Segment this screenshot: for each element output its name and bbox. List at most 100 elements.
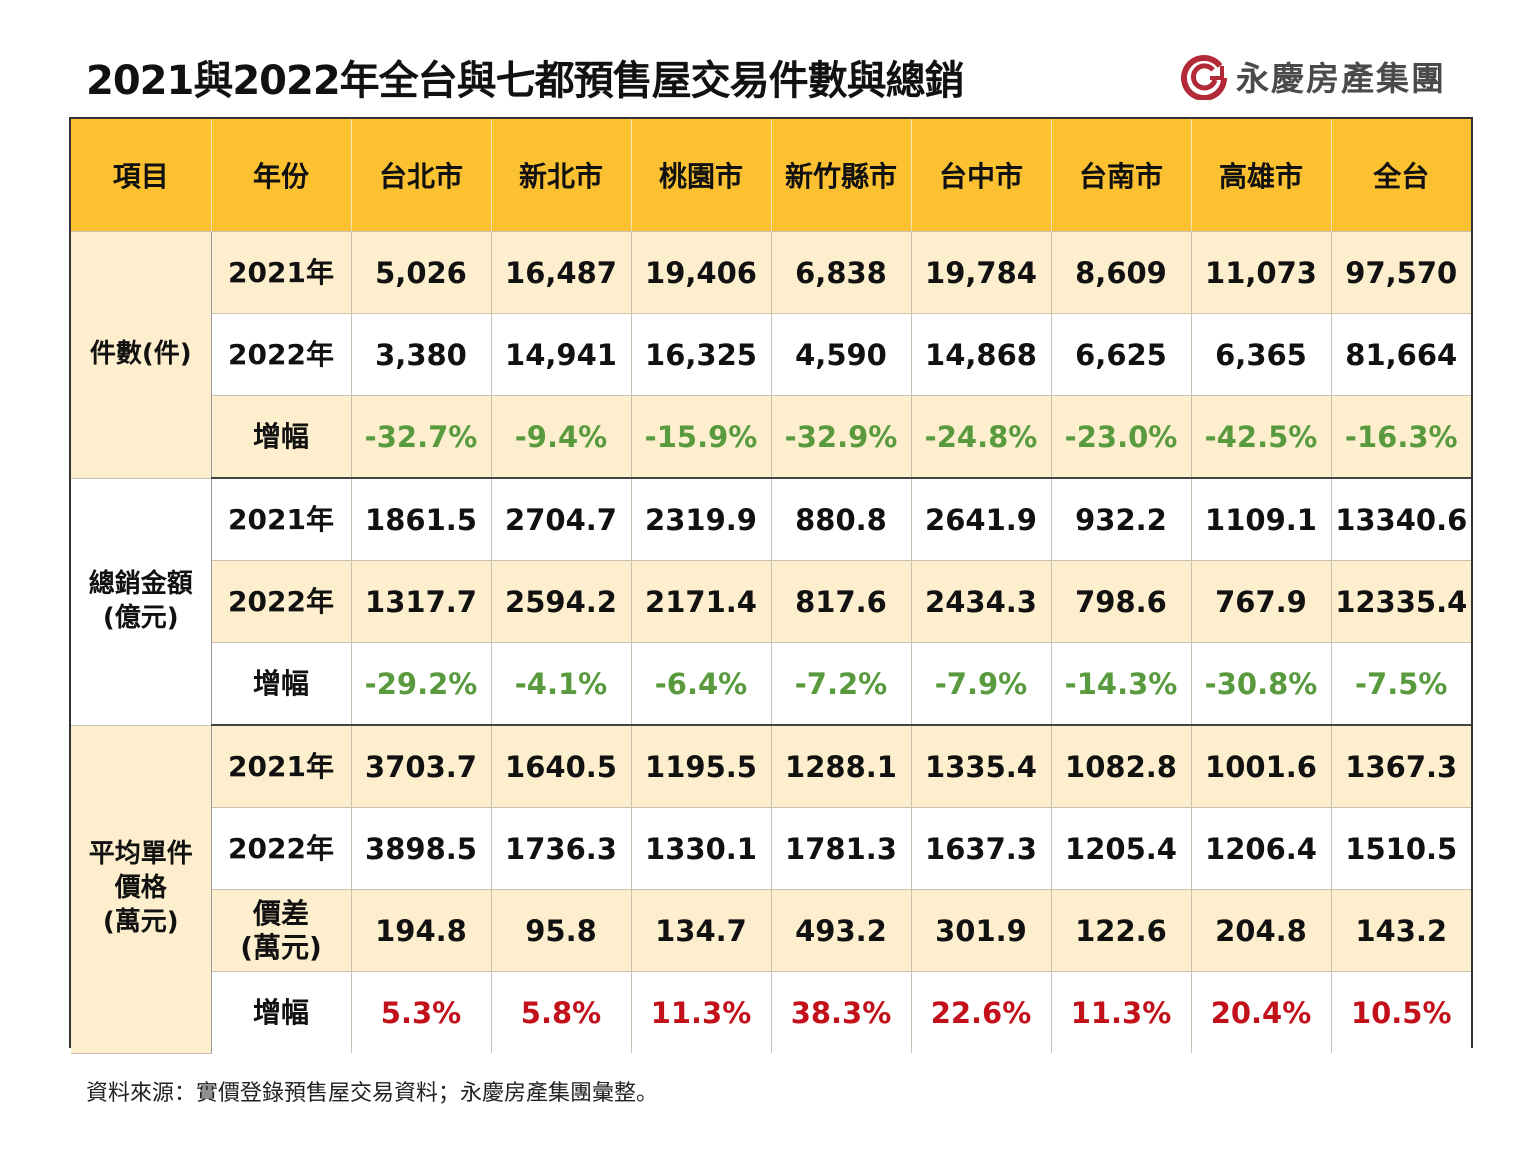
column-header: 全台 [1331,119,1471,232]
row-label: 2022年 [211,807,352,890]
table-cell: 1640.5 [491,725,632,808]
column-header: 高雄市 [1191,119,1332,232]
table-cell: -29.2% [351,642,492,726]
table-row: 增幅 -29.2% -4.1% -6.4% -7.2% -7.9% -14.3% -30.8%… [71,642,1471,726]
table-cell: 2319.9 [631,478,772,561]
table-cell: 16,325 [631,313,772,396]
table-row: 增幅 5.3% 5.8% 11.3% 38.3% 22.6% 11.3% 20.4% 10.5% [71,971,1471,1053]
table-row: 2022年 1317.7 2594.2 2171.4 817.6 2434.3 798.6 7… [71,560,1471,643]
category-line: 平均單件 [88,839,193,870]
table-cell: 22.6% [911,971,1052,1053]
row-label: 2022年 [211,313,352,396]
data-table: 項目 年份 台北市 新北市 桃園市 新竹縣市 台中市 台南市 高雄市 全台 件數(件) 2021年 5… [69,117,1473,1054]
row-label-line: (萬元) [240,930,322,964]
table-cell: -15.9% [631,395,772,479]
table-cell: 1861.5 [351,478,492,561]
source-footnote: 資料來源：實價登錄預售屋交易資料；永慶房產集團彙整。 [86,1081,659,1106]
table-cell: 2594.2 [491,560,632,643]
table-cell: -23.0% [1051,395,1192,479]
table-cell: -24.8% [911,395,1052,479]
table-cell: 798.6 [1051,560,1192,643]
table-cell: -7.9% [911,642,1052,726]
row-label: 2021年 [211,231,352,314]
brand-logo: 永慶房產集團 [1180,52,1446,100]
column-header: 年份 [211,119,352,232]
table-cell: 1637.3 [911,807,1052,890]
table-cell: 817.6 [771,560,912,643]
logo-text: 永慶房產集團 [1236,59,1446,98]
table-cell: 95.8 [491,889,632,972]
section-category: 件數(件) [71,231,212,479]
section-category: 總銷金額 (億元) [71,478,212,726]
table-cell: 1317.7 [351,560,492,643]
table-cell: 6,838 [771,231,912,314]
table-cell: -32.9% [771,395,912,479]
table-cell: 2434.3 [911,560,1052,643]
table-cell: 2704.7 [491,478,632,561]
table-cell: 16,487 [491,231,632,314]
category-line: 總銷金額 [88,568,193,599]
table-row: 2022年 3,380 14,941 16,325 4,590 14,868 6,625 6,… [71,313,1471,396]
table-cell: -6.4% [631,642,772,726]
category-line: (億元) [102,602,179,633]
table-cell: 194.8 [351,889,492,972]
table-cell: 134.7 [631,889,772,972]
table-cell: 4,590 [771,313,912,396]
yungching-logo-icon [1181,55,1227,100]
table-cell: 38.3% [771,971,912,1053]
table-cell: 2171.4 [631,560,772,643]
column-header: 桃園市 [631,119,772,232]
row-label: 價差 (萬元) [211,889,352,972]
table-cell: 1082.8 [1051,725,1192,808]
category-line: (萬元) [102,906,179,937]
row-label: 增幅 [211,971,352,1053]
table-row: 平均單件 價格 (萬元) 2021年 3703.7 1640.5 1195.5 1288.1 1… [71,725,1471,1054]
table-cell: 3,380 [351,313,492,396]
table-cell: 880.8 [771,478,912,561]
table-cell: -9.4% [491,395,632,479]
column-header: 台北市 [351,119,492,232]
column-header: 台南市 [1051,119,1192,232]
table-cell: 19,784 [911,231,1052,314]
page-title: 2021與2022年全台與七都預售屋交易件數與總銷 [86,58,965,104]
table-cell: 5.3% [351,971,492,1053]
table-cell: 1510.5 [1331,807,1471,890]
table-cell: 204.8 [1191,889,1332,972]
table-cell: 2641.9 [911,478,1052,561]
column-header: 台中市 [911,119,1052,232]
table-cell: 14,941 [491,313,632,396]
table-cell: 14,868 [911,313,1052,396]
table-cell: 5,026 [351,231,492,314]
table-cell: -4.1% [491,642,632,726]
table-cell: 493.2 [771,889,912,972]
table-cell: 1109.1 [1191,478,1332,561]
table-cell: 12335.4 [1331,560,1471,643]
row-label-line: 價差 [252,896,309,930]
table-cell: 11,073 [1191,231,1332,314]
table-cell: -30.8% [1191,642,1332,726]
table-cell: 1205.4 [1051,807,1192,890]
table-row: 價差 (萬元) 194.8 95.8 134.7 493.2 301.9 122.6 204.8… [71,889,1471,972]
table-row: 2022年 3898.5 1736.3 1330.1 1781.3 1637.3 1205.… [71,807,1471,890]
table-cell: 8,609 [1051,231,1192,314]
table-row: 總銷金額 (億元) 2021年 1861.5 2704.7 2319.9 880.8 2641… [71,478,1471,726]
table-cell: 1736.3 [491,807,632,890]
table-cell: 1781.3 [771,807,912,890]
table-cell: 19,406 [631,231,772,314]
table-cell: 11.3% [1051,971,1192,1053]
table-cell: 1330.1 [631,807,772,890]
section-category: 平均單件 價格 (萬元) [71,725,212,1054]
table-cell: -7.2% [771,642,912,726]
table-cell: -14.3% [1051,642,1192,726]
table-cell: 20.4% [1191,971,1332,1053]
table-cell: 81,664 [1331,313,1471,396]
table-cell: 3703.7 [351,725,492,808]
table-cell: 932.2 [1051,478,1192,561]
table-cell: 1001.6 [1191,725,1332,808]
column-header: 新北市 [491,119,632,232]
table-cell: 11.3% [631,971,772,1053]
column-header: 項目 [71,119,212,232]
table-cell: -7.5% [1331,642,1471,726]
table-cell: 1206.4 [1191,807,1332,890]
row-label: 增幅 [211,395,352,479]
